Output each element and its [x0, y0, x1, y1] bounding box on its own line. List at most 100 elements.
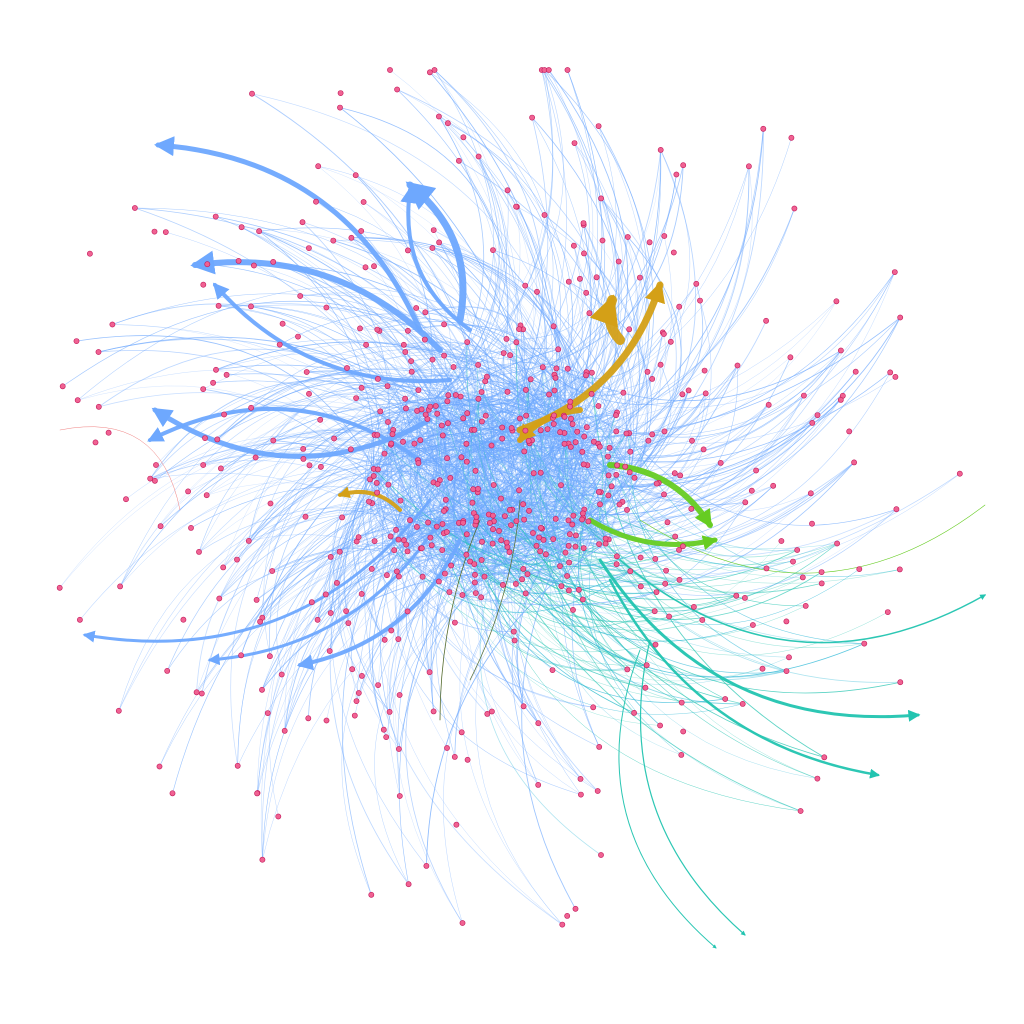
graph-node [276, 341, 283, 348]
graph-node [115, 707, 122, 714]
graph-edge [568, 281, 603, 425]
graph-node [151, 477, 158, 484]
directed-edge [405, 181, 467, 324]
graph-node [897, 314, 904, 321]
graph-node [590, 704, 597, 711]
graph-node [595, 123, 602, 129]
graph-edge [390, 477, 635, 563]
graph-edge [376, 69, 554, 436]
graph-edge [626, 283, 704, 434]
graph-edge [629, 471, 753, 508]
graph-edge [241, 226, 476, 583]
graph-node [117, 583, 123, 590]
graph-node [415, 460, 422, 466]
graph-node [368, 566, 375, 572]
graph-node [759, 665, 766, 672]
graph-node [657, 722, 663, 729]
graph-node [680, 728, 687, 735]
graph-node [527, 376, 534, 383]
graph-node [598, 852, 604, 858]
graph-edge [262, 558, 452, 618]
graph-node [614, 553, 620, 560]
graph-node [314, 616, 321, 623]
graph-edge [351, 237, 599, 407]
graph-node [846, 428, 853, 435]
graph-node [613, 412, 619, 419]
graph-node [644, 368, 651, 375]
graph-edge [582, 517, 865, 648]
graph-edge [453, 69, 564, 368]
graph-node [837, 396, 844, 403]
graph-node [498, 537, 505, 544]
graph-node [535, 782, 542, 788]
graph-edge [461, 512, 582, 795]
graph-node [576, 586, 582, 593]
graph-node [443, 529, 450, 535]
graph-node [374, 466, 381, 473]
graph-node [472, 467, 479, 474]
graph-node [626, 469, 633, 476]
graph-node [471, 579, 478, 586]
graph-edge [552, 414, 617, 540]
directed-edge [296, 538, 462, 671]
graph-node [699, 617, 706, 623]
graph-edge [480, 541, 494, 598]
graph-edge [198, 407, 422, 553]
graph-edge [396, 89, 526, 522]
graph-node [624, 234, 631, 240]
graph-node [553, 365, 560, 372]
graph-node [567, 531, 573, 538]
graph-node [450, 364, 457, 370]
graph-edge [553, 326, 611, 505]
graph-edge [585, 374, 632, 453]
graph-edge [498, 530, 648, 666]
graph-edge [218, 305, 393, 435]
graph-edge [330, 348, 559, 614]
graph-node [559, 921, 566, 928]
graph-edge [515, 489, 534, 534]
graph-node [552, 374, 559, 381]
graph-edge [486, 376, 507, 428]
graph-node [544, 426, 551, 432]
graph-node [572, 905, 579, 912]
graph-node [504, 388, 511, 395]
graph-node [614, 462, 620, 469]
graph-node [661, 331, 667, 337]
graph-edge [442, 523, 534, 550]
graph-node [345, 620, 352, 626]
graph-node [374, 432, 381, 438]
graph-node [444, 120, 451, 127]
graph-edge [411, 361, 599, 445]
graph-edge [271, 497, 517, 572]
graph-node [259, 686, 265, 693]
graph-edge [536, 291, 597, 516]
graph-edge [525, 389, 676, 537]
graph-node [533, 542, 540, 549]
graph-edge [491, 320, 767, 460]
graph-edge [525, 390, 555, 416]
graph-edge [481, 328, 630, 422]
graph-edge [480, 593, 526, 605]
graph-edge [339, 431, 630, 553]
graph-node [583, 372, 589, 379]
directed-edge [212, 282, 452, 384]
graph-node [504, 187, 511, 194]
graph-node [469, 499, 476, 506]
graph-node [689, 437, 695, 444]
graph-edge [390, 443, 495, 522]
graph-node [834, 540, 840, 547]
graph-edge [250, 306, 437, 407]
graph-node [123, 496, 129, 503]
graph-node [395, 746, 402, 752]
graph-edge [525, 430, 680, 581]
graph-edge [329, 417, 464, 614]
graph-edge [119, 354, 557, 587]
graph-edge [390, 536, 594, 708]
graph-edge [522, 504, 801, 812]
graph-node [887, 369, 894, 376]
graph-edge [431, 545, 485, 578]
graph-node [537, 548, 543, 555]
graph-node [893, 506, 900, 513]
graph-node [368, 891, 375, 898]
